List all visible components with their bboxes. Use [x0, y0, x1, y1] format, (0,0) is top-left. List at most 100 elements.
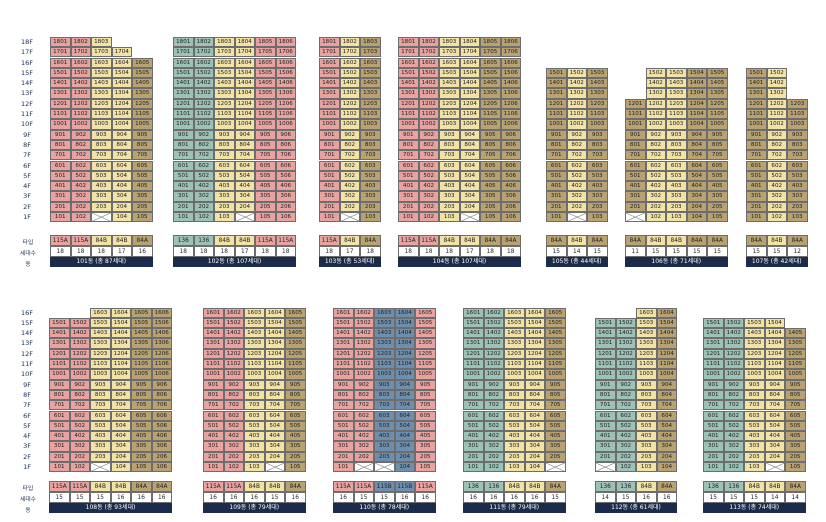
unit-cell[interactable]: 1102	[353, 359, 374, 370]
unit-cell[interactable]: 203	[91, 201, 112, 212]
unit-cell[interactable]: 1503	[439, 67, 460, 79]
unit-cell[interactable]: 1403	[587, 78, 608, 89]
unit-cell[interactable]: 703	[244, 400, 265, 411]
unit-cell[interactable]: 303	[787, 191, 808, 202]
unit-cell[interactable]: 1501	[49, 317, 70, 329]
unit-cell[interactable]: 1503	[504, 317, 525, 329]
unit-cell[interactable]: 1102	[766, 109, 787, 120]
unit-cell[interactable]: 903	[90, 379, 111, 390]
unit-cell[interactable]: 1703	[91, 47, 112, 58]
unit-cell[interactable]: 1704	[111, 47, 132, 58]
unit-cell[interactable]: 901	[746, 129, 767, 140]
unit-cell[interactable]: 306	[500, 191, 521, 202]
unit-cell[interactable]: 1502	[193, 67, 214, 79]
unit-cell[interactable]: 1102	[223, 359, 244, 370]
unit-cell[interactable]: 604	[394, 410, 415, 421]
unit-cell[interactable]: 1005	[131, 369, 152, 380]
unit-cell[interactable]: 503	[360, 170, 381, 182]
unit-cell[interactable]: 501	[50, 170, 71, 182]
unit-cell[interactable]: 1401	[319, 78, 340, 89]
unit-cell[interactable]: 1401	[173, 78, 194, 89]
unit-cell[interactable]: 1203	[744, 348, 765, 359]
unit-cell[interactable]: 1205	[255, 98, 276, 109]
unit-cell[interactable]: 602	[645, 160, 666, 171]
unit-cell[interactable]: 106	[275, 212, 296, 223]
unit-cell[interactable]: 1606	[151, 307, 172, 318]
unit-cell[interactable]: 702	[723, 400, 744, 411]
unit-cell[interactable]: 406	[500, 181, 521, 192]
unit-cell[interactable]: 1401	[703, 328, 724, 339]
unit-cell[interactable]: 402	[193, 181, 214, 192]
unit-cell[interactable]: 1302	[645, 88, 666, 99]
unit-cell[interactable]: 1206	[275, 98, 296, 109]
unit-cell[interactable]: 905	[480, 129, 501, 140]
unit-cell[interactable]: 202	[766, 201, 787, 212]
unit-cell[interactable]: 101	[173, 212, 194, 223]
unit-cell[interactable]: 404	[686, 181, 707, 192]
unit-cell[interactable]: 102	[766, 212, 787, 223]
unit-cell[interactable]: 1502	[766, 67, 787, 79]
unit-cell[interactable]: 902	[723, 379, 744, 390]
unit-cell[interactable]: 1402	[418, 78, 439, 89]
unit-cell[interactable]: 704	[524, 400, 545, 411]
unit-cell[interactable]: 604	[264, 410, 285, 421]
unit-cell[interactable]: 705	[545, 400, 566, 411]
unit-cell[interactable]: 1604	[394, 307, 415, 318]
building-title-bar[interactable]: 105동 (총 44세대)	[546, 257, 608, 267]
building-title-bar[interactable]: 104동 (총 107세대)	[398, 257, 521, 267]
unit-cell[interactable]: 901	[463, 379, 484, 390]
unit-cell[interactable]: 1105	[285, 359, 306, 370]
unit-cell[interactable]: 805	[785, 389, 806, 401]
unit-cell[interactable]: 1305	[707, 88, 728, 99]
unit-cell[interactable]: 702	[418, 150, 439, 161]
unit-cell[interactable]: 401	[746, 181, 767, 192]
unit-cell[interactable]: 1401	[398, 78, 419, 89]
unit-cell[interactable]: 204	[234, 201, 255, 212]
unit-cell[interactable]: 801	[203, 389, 224, 401]
unit-cell[interactable]: 601	[319, 160, 340, 171]
unit-cell[interactable]: 1403	[439, 78, 460, 89]
unit-cell[interactable]: 203	[439, 201, 460, 212]
unit-cell[interactable]: 1301	[746, 88, 767, 99]
unit-cell[interactable]: 801	[595, 389, 616, 401]
unit-cell[interactable]: 1204	[459, 98, 480, 109]
unit-cell[interactable]: 1105	[132, 109, 153, 120]
unit-cell[interactable]: 1202	[766, 98, 787, 109]
unit-cell[interactable]: 1303	[504, 338, 525, 349]
unit-cell[interactable]: 1405	[707, 78, 728, 89]
unit-cell[interactable]: 1005	[480, 119, 501, 130]
unit-cell[interactable]: 201	[49, 451, 70, 462]
unit-cell[interactable]: 1406	[500, 78, 521, 89]
unit-cell[interactable]: 1005	[785, 369, 806, 380]
unit-cell[interactable]: 1702	[418, 47, 439, 58]
unit-cell[interactable]: 905	[131, 379, 152, 390]
unit-cell[interactable]: 1104	[264, 359, 285, 370]
unit-cell[interactable]: 1002	[70, 119, 91, 130]
unit-cell[interactable]: 801	[50, 139, 71, 151]
unit-cell[interactable]: 304	[764, 441, 785, 452]
unit-cell[interactable]: 1405	[131, 328, 152, 339]
unit-cell[interactable]: 206	[151, 451, 172, 462]
unit-cell[interactable]: 703	[787, 150, 808, 161]
unit-cell[interactable]: 801	[703, 389, 724, 401]
unit-cell[interactable]: 104	[394, 462, 415, 473]
unit-cell[interactable]: 1705	[480, 47, 501, 58]
unit-cell[interactable]: 1002	[223, 369, 244, 380]
unit-cell[interactable]: 403	[374, 431, 395, 442]
unit-cell[interactable]: 1201	[203, 348, 224, 359]
unit-cell[interactable]: 802	[766, 139, 787, 151]
unit-cell[interactable]: 1405	[415, 328, 436, 339]
unit-cell[interactable]: 1505	[131, 317, 152, 329]
unit-cell[interactable]: 606	[500, 160, 521, 171]
unit-cell[interactable]: 903	[666, 129, 687, 140]
unit-cell[interactable]: 805	[255, 139, 276, 151]
unit-cell[interactable]: 603	[360, 160, 381, 171]
unit-cell[interactable]: 1102	[339, 109, 360, 120]
unit-cell[interactable]: 403	[360, 181, 381, 192]
unit-cell[interactable]: 1502	[645, 67, 666, 79]
unit-cell[interactable]: 304	[656, 441, 677, 452]
unit-cell[interactable]: 406	[151, 431, 172, 442]
unit-cell[interactable]: 304	[459, 191, 480, 202]
unit-cell[interactable]: 1603	[91, 57, 112, 68]
unit-cell[interactable]: 903	[744, 379, 765, 390]
